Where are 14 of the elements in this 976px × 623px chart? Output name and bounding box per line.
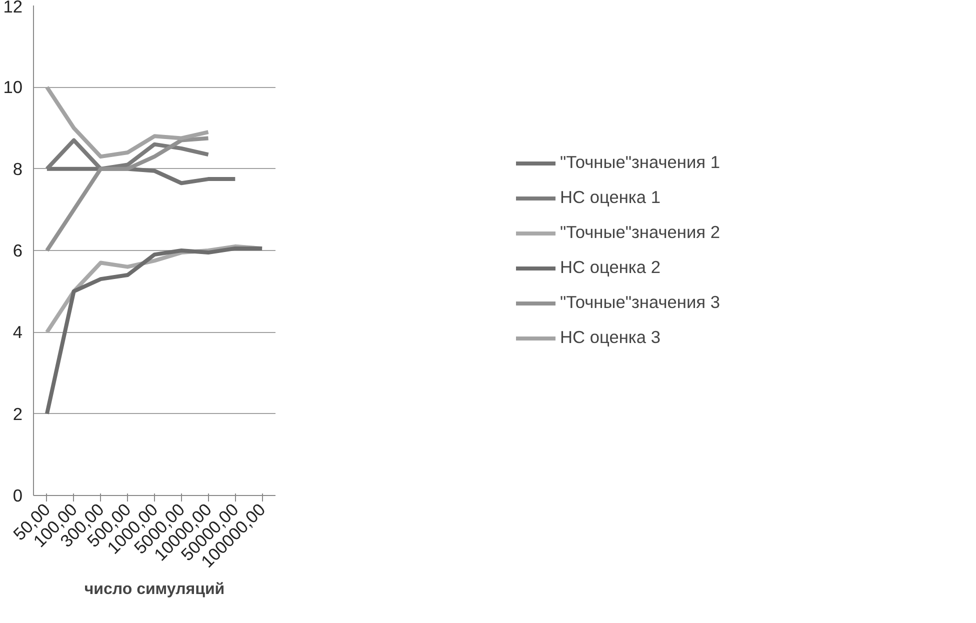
- y-tick-label: 10: [3, 77, 23, 98]
- legend-label: "Точные"значения 3: [560, 292, 720, 313]
- legend-label: "Точные"значения 1: [560, 152, 720, 173]
- y-tick-label: 2: [12, 404, 23, 424]
- legend-label: "Точные"значения 2: [560, 222, 720, 243]
- y-tick-label: 8: [12, 158, 23, 179]
- legend-label: НС оценка 2: [560, 257, 660, 278]
- y-tick-label: 12: [3, 0, 23, 16]
- legend-label: НС оценка 3: [560, 327, 660, 348]
- y-tick-label: 0: [12, 486, 23, 506]
- y-tick-label: 4: [12, 322, 23, 342]
- legend-label: НС оценка 1: [560, 187, 660, 208]
- y-tick-label: 6: [12, 240, 23, 260]
- x-axis-title: число симуляций: [84, 580, 225, 598]
